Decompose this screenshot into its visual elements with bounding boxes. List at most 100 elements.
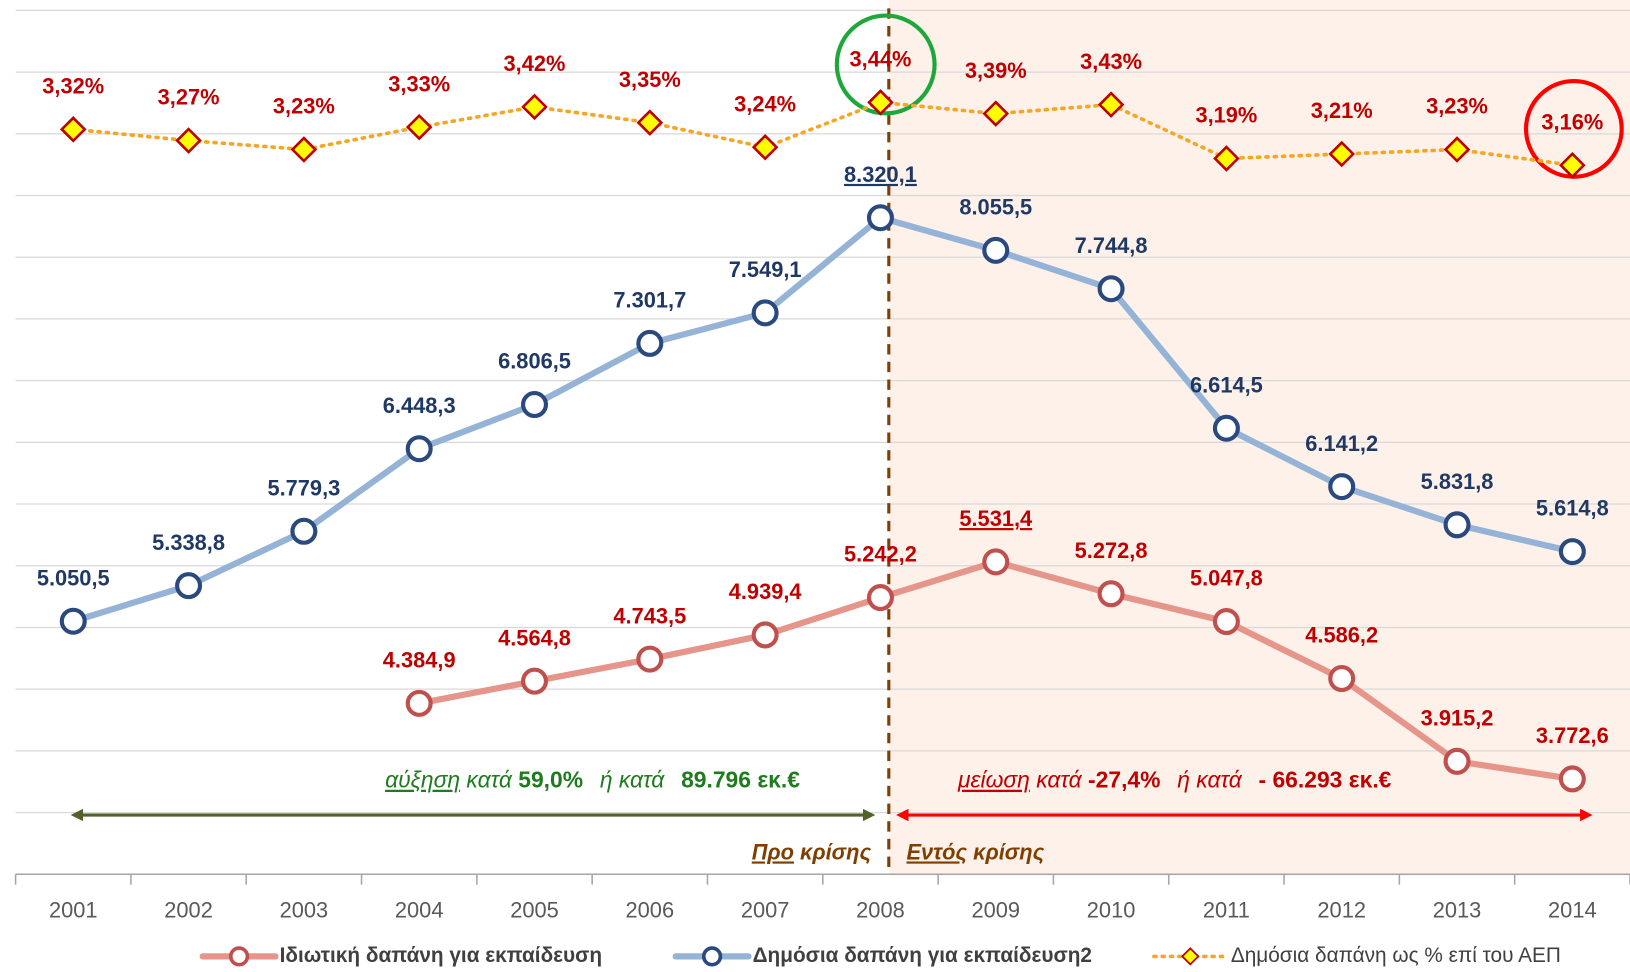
data-label: 5.272,8 xyxy=(1075,538,1148,563)
data-label: 4.939,4 xyxy=(729,579,803,604)
legend-label: Ιδιωτική δαπάνη για εκπαίδευση xyxy=(280,944,602,967)
data-label: 5.614,8 xyxy=(1536,496,1609,521)
x-tick-label: 2011 xyxy=(1203,897,1250,922)
decrease-annotation: μείωση κατά -27,4% ή κατά - 66.293 εκ.€ xyxy=(957,767,1392,793)
series-line xyxy=(70,214,1576,625)
data-label: 3,27% xyxy=(158,85,220,110)
data-label: 3.772,6 xyxy=(1536,723,1609,748)
annotation-part: 59,0% xyxy=(518,767,583,793)
data-label: 3,24% xyxy=(734,91,796,116)
annotation-part: ή κατά xyxy=(600,767,665,793)
annotation-part: 89.796 εκ.€ xyxy=(681,767,800,793)
data-label: 7.744,8 xyxy=(1075,233,1148,258)
annotation-part: κατά xyxy=(1036,767,1082,793)
annotation-part: κρίσης xyxy=(800,839,871,864)
data-point xyxy=(1443,747,1471,775)
data-label: 3,39% xyxy=(965,58,1027,83)
x-tick-label: 2014 xyxy=(1548,897,1597,922)
data-point xyxy=(1558,765,1586,793)
annotation-part: Εντός xyxy=(906,839,967,864)
data-point xyxy=(866,584,894,612)
annotation-part: - 66.293 εκ.€ xyxy=(1259,767,1392,793)
data-point xyxy=(290,136,318,163)
x-tick-label: 2002 xyxy=(164,897,213,922)
data-label: 5.831,8 xyxy=(1421,469,1494,494)
data-label: 3,43% xyxy=(1080,49,1142,74)
data-label: 6.806,5 xyxy=(498,349,571,374)
data-point xyxy=(1212,608,1240,636)
data-point xyxy=(1443,136,1471,163)
data-label: 3,44% xyxy=(850,47,912,72)
x-tick-label: 2012 xyxy=(1317,897,1366,922)
x-tick-label: 2001 xyxy=(49,897,98,922)
data-point xyxy=(520,391,549,419)
data-label: 3,19% xyxy=(1195,103,1257,128)
data-point xyxy=(1443,511,1471,539)
data-point xyxy=(1213,145,1240,172)
data-point xyxy=(751,621,779,649)
crisis-background xyxy=(888,0,1630,876)
annotation-part: αύξηση xyxy=(385,767,460,793)
series-line xyxy=(71,100,1575,168)
data-label: 3,32% xyxy=(42,74,104,99)
data-point xyxy=(405,435,433,463)
x-tick-label: 2008 xyxy=(856,897,905,922)
data-point xyxy=(175,572,203,600)
data-point xyxy=(867,89,894,116)
data-point xyxy=(59,116,87,143)
data-label: 8.320,1 xyxy=(844,162,917,187)
annotation-part: μείωση xyxy=(957,767,1030,793)
x-tick-label: 2010 xyxy=(1087,897,1136,922)
data-point xyxy=(1558,538,1586,566)
annotation-part: κρίσης xyxy=(973,839,1044,864)
increase-annotation: αύξηση κατά 59,0% ή κατά 89.796 εκ.€ xyxy=(385,767,800,793)
data-point xyxy=(1097,275,1125,303)
data-point xyxy=(1328,665,1356,693)
data-point xyxy=(520,667,549,695)
legend-label: Δημόσια δαπάνη ως % επί του ΑΕΠ xyxy=(1231,944,1561,967)
data-label: 4.564,8 xyxy=(498,625,571,650)
x-tick-label: 2004 xyxy=(395,897,444,922)
data-point xyxy=(290,517,318,545)
x-tick-label: 2013 xyxy=(1433,897,1482,922)
data-point xyxy=(636,329,664,357)
data-point xyxy=(1097,91,1125,118)
x-tick-label: 2003 xyxy=(280,897,329,922)
legend-marker xyxy=(1180,947,1200,966)
data-label: 3,42% xyxy=(504,51,566,76)
data-label: 7.301,7 xyxy=(613,288,686,313)
data-point xyxy=(405,689,433,717)
data-label: 4.586,2 xyxy=(1305,623,1378,648)
data-label: 3.915,2 xyxy=(1421,706,1494,731)
data-label: 8.055,5 xyxy=(959,195,1032,220)
annotation-part: κατά xyxy=(466,767,512,793)
data-point xyxy=(866,204,894,232)
data-point xyxy=(521,93,548,121)
data-label: 3,33% xyxy=(388,71,450,96)
data-point xyxy=(1559,151,1586,179)
data-label: 3,23% xyxy=(1426,94,1488,119)
annotation-part: Προ xyxy=(752,839,794,864)
data-label: 3,21% xyxy=(1311,98,1373,123)
data-label: 6.614,5 xyxy=(1190,372,1263,397)
data-label: 6.448,3 xyxy=(383,393,456,418)
data-label: 4.384,9 xyxy=(383,648,456,673)
legend-marker xyxy=(228,946,250,967)
data-point xyxy=(1212,414,1240,442)
data-point xyxy=(1328,140,1355,168)
annotation-part: ή κατά xyxy=(1177,767,1242,793)
data-label: 4.743,5 xyxy=(613,603,686,628)
data-label: 5.779,3 xyxy=(267,475,340,500)
data-point xyxy=(636,645,664,673)
data-point xyxy=(59,607,87,635)
data-point xyxy=(175,127,202,154)
legend-label: Δημόσια δαπάνη για εκπαίδευση2 xyxy=(753,944,1092,967)
data-label: 5.338,8 xyxy=(152,530,225,555)
data-point xyxy=(1097,580,1125,608)
highlight-circle xyxy=(834,13,937,116)
pre-crisis-label: Προ κρίσης xyxy=(752,839,872,864)
data-label: 3,23% xyxy=(273,94,335,119)
data-point xyxy=(982,100,1010,127)
legend-marker xyxy=(701,946,723,967)
data-point xyxy=(1328,473,1356,501)
